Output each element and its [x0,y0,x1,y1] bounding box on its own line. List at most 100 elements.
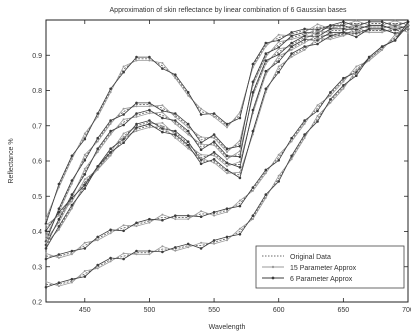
point-approx6-4-14 [225,168,229,172]
point-approx6-1-13 [212,133,216,136]
point-approx15-6-7 [135,253,138,256]
point-approx6-3-17 [264,69,268,73]
point-approx6-4-6 [122,141,125,144]
point-approx15-2-15 [238,150,241,153]
point-approx6-1-16 [251,80,255,84]
point-approx6-2-7 [135,112,138,115]
point-approx6-0-14 [225,122,229,126]
point-approx15-4-15 [238,171,241,174]
point-approx15-4-27 [394,26,397,29]
point-approx6-0-26 [380,20,384,24]
point-approx6-4-18 [277,70,281,74]
point-approx15-4-26 [381,31,384,34]
point-approx15-0-2 [70,158,73,161]
axis-ticks: 450 500 550 600 650 700 0.2 0.3 0.4 0.5 0.6 0.7 0.8 0… [32,20,411,314]
point-approx15-4-4 [96,168,99,171]
point-approx15-6-20 [303,137,306,139]
point-approx15-6-17 [264,196,267,199]
point-approx15-1-14 [226,151,228,154]
point-approx6-4-16 [251,129,255,133]
point-approx15-6-23 [342,87,345,90]
point-approx15-4-5 [109,154,112,157]
point-approx15-4-0 [45,224,47,227]
point-approx6-0-9 [161,67,164,70]
point-approx6-3-8 [148,119,151,122]
point-approx15-1-11 [187,126,190,129]
point-approx6-6-15 [238,233,242,236]
point-approx15-4-10 [174,137,177,139]
point-approx15-2-27 [394,23,397,26]
point-approx6-1-23 [342,24,345,27]
point-approx15-6-16 [251,218,254,221]
point-approx15-3-21 [316,33,319,36]
point-approx6-5-3 [83,247,87,250]
point-approx6-0-2 [70,154,74,158]
point-approx6-6-25 [367,55,371,59]
point-approx15-3-14 [226,165,228,168]
point-approx15-3-13 [213,154,216,157]
point-approx15-5-6 [122,224,125,227]
point-approx6-5-15 [238,204,242,208]
legend-marker-15-param [271,265,275,269]
y-axis-label: Reflectance % [8,138,15,183]
point-approx6-1-3 [83,159,87,162]
point-approx6-2-18 [277,53,281,56]
point-approx6-1-7 [135,101,138,105]
point-approx6-3-1 [57,225,61,228]
point-approx6-4-20 [303,45,306,48]
point-approx15-5-15 [238,199,241,202]
point-approx15-2-6 [122,118,125,121]
point-approx15-5-3 [83,241,86,244]
point-approx6-4-3 [83,183,87,187]
point-approx6-4-13 [212,158,216,161]
point-approx15-5-24 [355,65,358,68]
point-approx6-2-5 [109,129,112,133]
point-approx6-5-23 [342,76,345,80]
point-approx15-3-20 [303,41,306,44]
point-approx6-3-19 [290,45,293,48]
point-approx6-3-7 [135,122,138,126]
point-approx6-1-9 [161,109,164,113]
point-approx15-6-1 [57,285,60,288]
point-approx15-2-3 [83,167,86,170]
point-approx15-3-9 [161,121,164,124]
point-approx6-2-9 [161,116,164,120]
point-approx15-3-19 [290,48,293,51]
y-tick-label-6: 0.8 [32,88,42,95]
point-approx15-3-17 [264,73,267,76]
point-approx15-3-1 [57,228,60,231]
point-approx15-1-17 [264,55,267,58]
point-approx6-6-11 [186,242,190,246]
point-approx15-1-9 [161,104,164,107]
point-approx6-6-14 [225,235,229,239]
point-approx6-2-11 [186,129,190,133]
point-approx6-4-1 [57,210,61,214]
point-approx6-2-16 [251,91,255,94]
point-approx15-0-13 [213,115,216,118]
point-approx6-3-15 [238,166,242,169]
point-approx15-3-15 [238,160,241,163]
point-approx15-2-1 [57,221,60,224]
point-approx15-4-28 [407,31,409,34]
point-approx15-0-14 [226,126,228,129]
point-approx6-4-4 [96,165,99,168]
point-approx15-6-5 [109,260,112,263]
point-approx6-0-11 [186,91,190,94]
point-approx15-4-14 [226,172,228,175]
point-approx15-4-3 [83,178,86,181]
point-approx15-0-27 [394,19,397,22]
point-approx6-5-9 [161,218,164,222]
point-approx15-2-18 [277,47,280,50]
point-approx15-6-19 [290,158,293,161]
point-approx6-4-7 [135,126,138,129]
point-approx6-3-16 [251,108,255,112]
point-approx15-5-9 [161,213,164,216]
point-approx6-4-15 [238,176,242,180]
point-approx15-1-19 [290,38,293,41]
point-approx15-1-21 [316,26,319,29]
point-approx15-1-6 [122,107,125,110]
point-approx15-6-21 [316,114,319,117]
point-approx15-5-0 [45,252,47,255]
point-approx15-5-20 [303,122,306,125]
